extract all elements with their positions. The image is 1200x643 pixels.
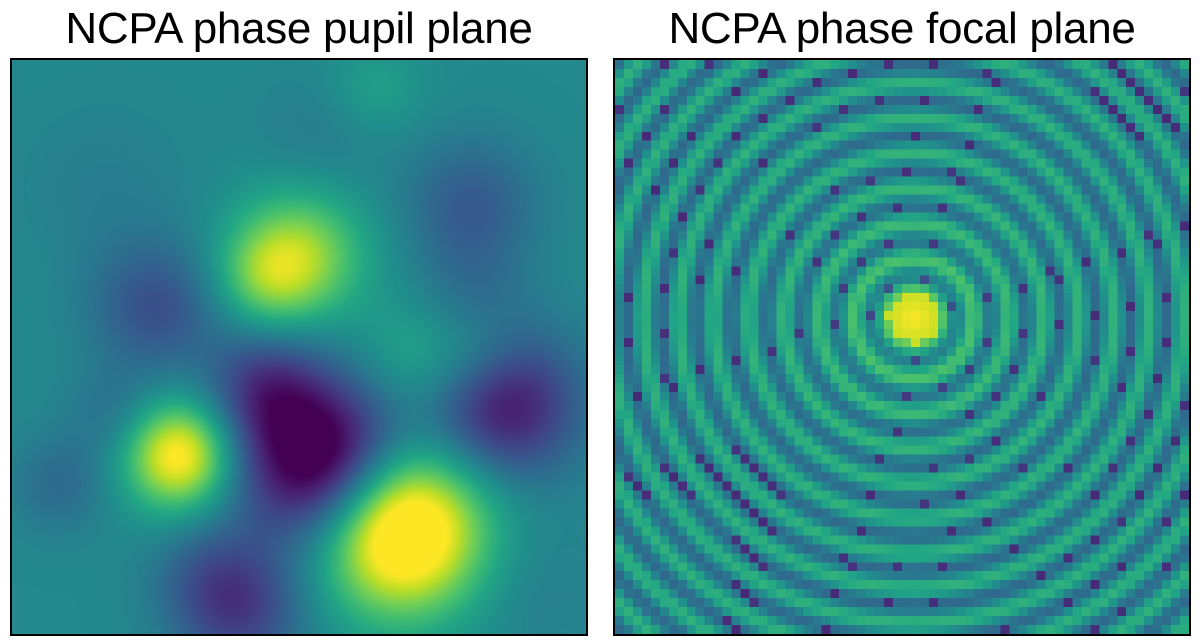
focal-plane-image-frame: [613, 58, 1191, 636]
pupil-plane-phase-image: [12, 60, 586, 634]
pupil-plane-image-frame: [10, 58, 588, 636]
pupil-plane-title: NCPA phase pupil plane: [65, 4, 533, 53]
focal-plane-panel: NCPA phase focal plane: [613, 0, 1191, 636]
pupil-plane-panel: NCPA phase pupil plane: [10, 0, 588, 636]
focal-plane-title: NCPA phase focal plane: [668, 4, 1136, 53]
focal-plane-phase-image: [615, 60, 1189, 634]
